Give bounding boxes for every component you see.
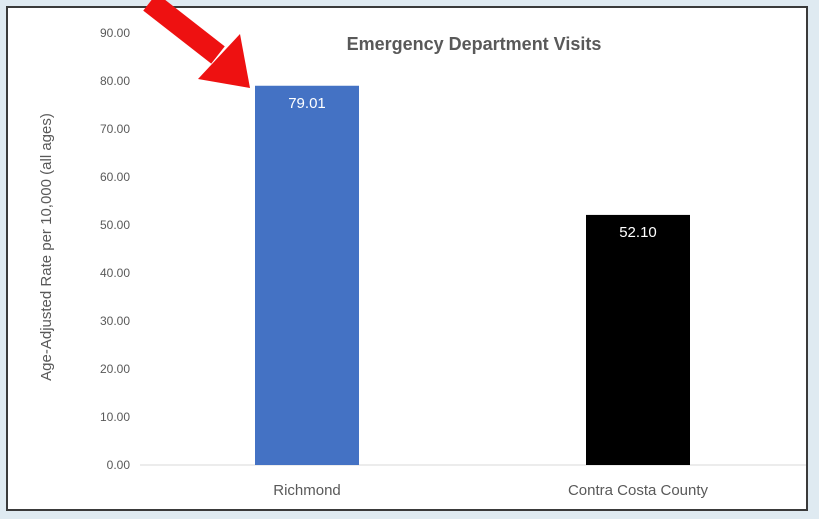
y-tick-label: 40.00 [100,266,130,280]
x-tick-label: Richmond [273,482,341,499]
y-tick-label: 50.00 [100,218,130,232]
x-axis-categories: Richmond Contra Costa County [273,482,708,499]
y-tick-label: 30.00 [100,314,130,328]
bar [586,214,690,465]
y-tick-label: 90.00 [100,26,130,40]
y-axis-ticks: 0.00 10.00 20.00 30.00 40.00 50.00 60.00 70.00 8… [100,26,130,472]
y-tick-label: 0.00 [107,458,131,472]
y-tick-label: 80.00 [100,74,130,88]
data-label: 52.10 [619,224,657,241]
y-tick-label: 20.00 [100,362,130,376]
chart-title: Emergency Department Visits [347,34,602,54]
x-tick-label: Contra Costa County [568,482,709,499]
y-axis-label: Age-Adjusted Rate per 10,000 (all ages) [38,113,55,381]
data-label: 79.01 [288,95,326,112]
y-tick-label: 60.00 [100,170,130,184]
y-tick-label: 10.00 [100,410,130,424]
bars: 79.01 52.10 [255,85,690,465]
arrow-shaft [143,0,225,64]
y-tick-label: 70.00 [100,122,130,136]
bar [255,85,359,465]
arrow-head [198,34,250,88]
red-arrow-icon [143,0,250,88]
